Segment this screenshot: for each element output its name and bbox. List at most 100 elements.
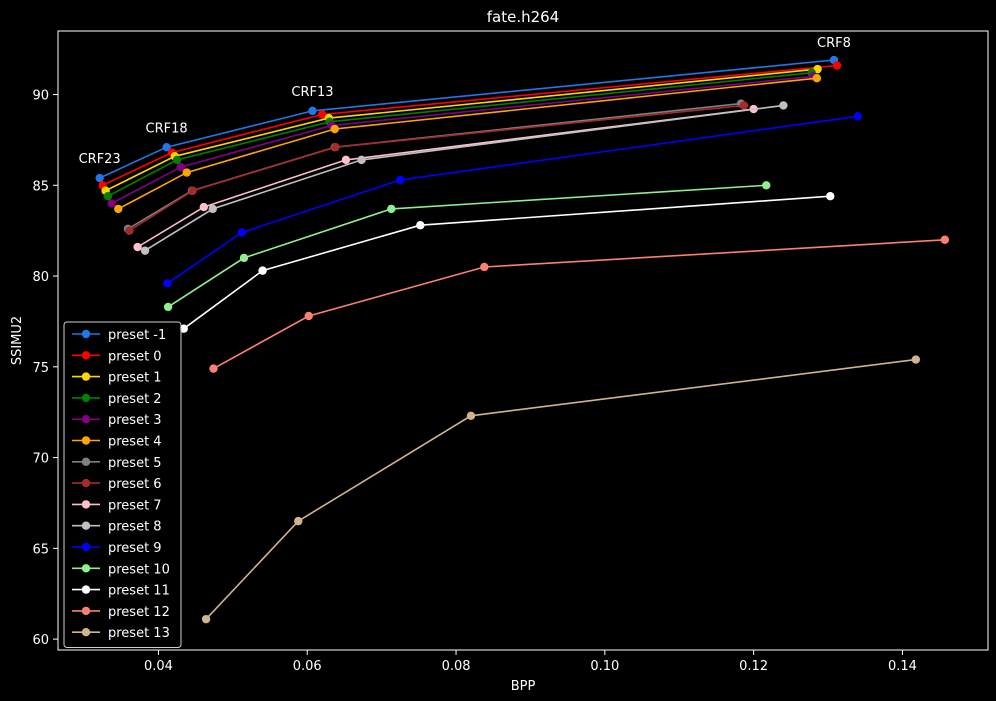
data-point <box>779 101 788 110</box>
y-tick-label: 70 <box>32 452 49 467</box>
data-point <box>199 202 209 212</box>
x-tick-label: 0.06 <box>293 659 322 674</box>
legend-swatch-marker <box>81 457 91 466</box>
legend-label: preset 10 <box>108 562 170 577</box>
legend-entry: preset 11 <box>72 584 170 599</box>
legend-swatch-marker <box>81 521 91 530</box>
legend-label: preset 1 <box>108 371 162 386</box>
legend-label: preset 5 <box>108 456 162 471</box>
legend-entry: preset 4 <box>72 435 162 450</box>
legend-label: preset 4 <box>108 435 162 450</box>
series-line <box>102 64 838 187</box>
data-point <box>208 204 217 214</box>
legend: preset -1 preset 0 preset 1 preset 2 preset … <box>63 321 182 648</box>
y-tick-label: 60 <box>32 633 49 648</box>
series-preset-11 <box>179 191 835 333</box>
series-line <box>111 75 814 205</box>
legend-entry: preset 9 <box>72 541 162 556</box>
legend-entry: preset 2 <box>72 392 162 407</box>
data-point <box>125 226 134 235</box>
data-point <box>911 355 921 364</box>
data-point <box>308 106 317 116</box>
series-line <box>213 239 945 370</box>
series-line <box>144 104 784 252</box>
legend-swatch-marker <box>81 564 91 573</box>
series-preset--1 <box>95 55 839 183</box>
data-point <box>294 516 303 526</box>
data-point <box>480 262 489 272</box>
y-axis: 60 65 70 75 80 85 90 <box>32 89 58 648</box>
data-point <box>466 411 476 421</box>
legend-swatch-marker <box>81 478 91 488</box>
data-point <box>140 246 150 255</box>
data-point <box>304 311 313 321</box>
chart-title: fate.h264 <box>487 8 560 26</box>
data-point <box>103 191 113 201</box>
data-point <box>258 266 267 275</box>
y-tick-label: 90 <box>32 89 49 104</box>
series-preset-7 <box>133 104 758 252</box>
series-preset-8 <box>140 101 788 255</box>
legend-entry: preset 0 <box>72 349 162 364</box>
y-tick-label: 75 <box>32 361 49 376</box>
annotations: CRF8 CRF13 CRF18 CRF23 <box>79 36 851 167</box>
legend-swatch-marker <box>81 415 91 424</box>
legend-label: preset 13 <box>108 626 170 641</box>
legend-entry: preset 8 <box>72 520 162 535</box>
legend-entry: preset -1 <box>72 328 166 343</box>
data-point <box>209 364 218 373</box>
legend-swatch-marker <box>81 329 91 339</box>
data-point <box>163 279 172 288</box>
data-point <box>812 73 822 83</box>
data-point <box>330 124 339 134</box>
series-preset-0 <box>98 61 842 190</box>
legend-entry: preset 6 <box>72 477 162 492</box>
x-tick-label: 0.04 <box>144 659 173 674</box>
data-point <box>940 235 950 244</box>
y-tick-label: 85 <box>32 179 49 194</box>
y-axis-label: SSIMU2 <box>10 316 25 365</box>
legend-box <box>63 321 182 648</box>
plot-area <box>95 55 950 624</box>
data-point <box>853 112 862 121</box>
series-line <box>205 358 916 620</box>
series-line <box>167 184 767 308</box>
data-point <box>396 175 405 185</box>
legend-label: preset 0 <box>108 349 162 364</box>
legend-entry: preset 3 <box>72 413 162 428</box>
legend-entry: preset 12 <box>72 605 170 620</box>
legend-entry: preset 10 <box>72 562 170 577</box>
legend-label: preset 7 <box>108 498 162 513</box>
legend-label: preset 2 <box>108 392 162 407</box>
data-point <box>832 61 842 70</box>
crf-annotation: CRF8 <box>817 36 851 51</box>
data-point <box>182 168 191 177</box>
legend-label: preset 9 <box>108 541 162 556</box>
data-point <box>357 155 366 165</box>
series-line <box>137 108 754 248</box>
legend-swatch-marker <box>81 606 91 616</box>
data-point <box>172 155 182 165</box>
legend-swatch-marker <box>81 585 91 594</box>
legend-label: preset 12 <box>108 605 170 620</box>
data-point <box>739 101 749 110</box>
data-point <box>95 173 104 183</box>
y-tick-label: 80 <box>32 270 49 285</box>
data-point <box>331 142 340 152</box>
legend-label: preset 3 <box>108 413 162 428</box>
data-point <box>162 142 171 152</box>
x-tick-label: 0.14 <box>888 659 917 674</box>
data-point <box>176 162 185 172</box>
x-tick-label: 0.10 <box>590 659 619 674</box>
series-preset-9 <box>163 112 862 288</box>
series-line <box>128 104 745 232</box>
data-point <box>237 228 246 237</box>
legend-label: preset 6 <box>108 477 162 492</box>
x-axis: 0.04 0.06 0.08 0.10 0.12 0.14 <box>144 650 917 674</box>
legend-swatch-marker <box>81 436 91 445</box>
legend-swatch-marker <box>81 372 91 381</box>
legend-entry: preset 1 <box>72 371 162 386</box>
data-point <box>826 191 835 201</box>
legend-swatch-marker <box>81 351 91 360</box>
